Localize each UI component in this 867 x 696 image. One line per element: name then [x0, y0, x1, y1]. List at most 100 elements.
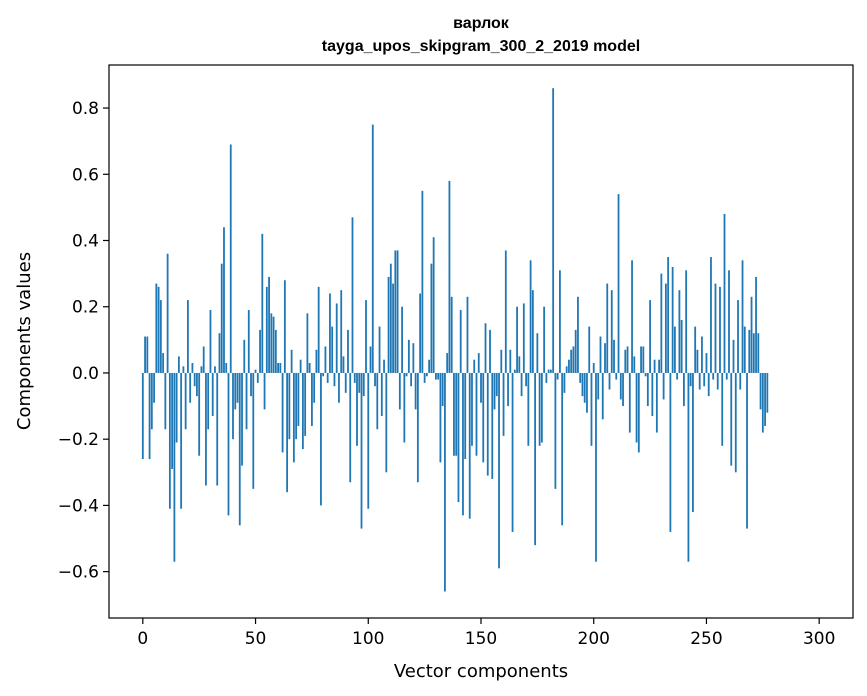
bar-229	[658, 359, 661, 373]
bar-255	[716, 372, 719, 390]
chart-subtitle: tayga_upos_skipgram_300_2_2019 model	[322, 38, 640, 55]
bar-234	[669, 372, 672, 532]
bar-9	[162, 353, 165, 373]
bar-72	[304, 372, 307, 436]
bar-35	[220, 263, 223, 373]
bar-277	[766, 372, 769, 413]
bar-100	[367, 372, 370, 509]
bar-164	[511, 372, 514, 532]
bar-206	[606, 283, 609, 373]
bar-272	[755, 276, 757, 373]
bar-230	[660, 273, 663, 373]
bar-27	[202, 346, 205, 373]
bar-212	[619, 372, 622, 400]
bar-127	[428, 359, 431, 373]
bar-236	[673, 326, 676, 373]
bar-13	[171, 372, 174, 469]
bar-125	[423, 372, 426, 383]
bar-30	[209, 310, 212, 373]
bar-68	[295, 372, 298, 440]
bar-29	[207, 372, 210, 430]
bar-18	[182, 366, 185, 373]
bar-233	[667, 257, 670, 373]
bar-85	[333, 372, 336, 387]
bar-51	[256, 372, 259, 383]
bar-187	[563, 372, 566, 393]
bar-39	[229, 144, 232, 373]
bar-259	[725, 372, 728, 380]
bar-159	[500, 349, 503, 373]
bar-268	[746, 372, 748, 529]
bar-275	[761, 372, 764, 433]
bar-44	[241, 372, 243, 466]
bar-250	[705, 353, 708, 373]
bar-177	[540, 372, 543, 443]
bar-48	[250, 372, 252, 397]
axes: 0 50 100 150 200 250 300 −0.6 −0.4 −0.2 0.0 0.2 0.4 0…	[58, 99, 836, 649]
bar-78	[317, 286, 320, 373]
bar-176	[538, 372, 541, 446]
bar-55	[265, 286, 268, 373]
bar-90	[344, 372, 347, 393]
bar-59	[274, 329, 277, 373]
bar-185	[559, 270, 561, 373]
bar-66	[290, 349, 293, 373]
bar-70	[299, 359, 302, 373]
x-tick-label: 100	[352, 629, 384, 649]
bar-136	[448, 180, 451, 373]
bar-121	[414, 372, 417, 410]
bar-49	[252, 372, 255, 489]
bar-161	[504, 250, 507, 373]
bar-3	[148, 372, 151, 460]
bar-134	[444, 372, 446, 592]
bar-114	[398, 372, 401, 410]
bar-165	[513, 369, 516, 373]
y-tick-label: 0.0	[72, 364, 99, 384]
bar-162	[507, 372, 509, 407]
bar-213	[622, 372, 624, 407]
bar-47	[247, 310, 250, 373]
bar-228	[655, 372, 658, 433]
bar-11	[166, 253, 169, 373]
y-tick-label: 0.2	[72, 298, 99, 318]
bar-15	[175, 372, 178, 443]
bar-215	[626, 346, 629, 373]
bar-274	[759, 372, 762, 410]
bar-94	[353, 372, 356, 383]
bar-119	[410, 372, 413, 387]
bar-191	[572, 346, 575, 373]
y-tick-label: 0.6	[72, 165, 99, 185]
bar-93	[351, 217, 354, 373]
bar-50	[254, 369, 257, 373]
bar-88	[340, 290, 343, 373]
bar-232	[664, 283, 667, 373]
bar-80	[322, 372, 325, 377]
bar-83	[329, 293, 331, 373]
bar-95	[356, 372, 358, 446]
bar-7	[157, 286, 160, 373]
chart-title: варлок	[453, 15, 510, 32]
bar-223	[644, 372, 647, 377]
bar-257	[721, 372, 724, 446]
bar-266	[741, 260, 744, 373]
bar-108	[385, 372, 388, 473]
bar-21	[189, 372, 192, 403]
bar-220	[637, 372, 640, 453]
bar-243	[689, 372, 692, 387]
bar-23	[193, 372, 196, 387]
bar-81	[324, 346, 327, 373]
bar-269	[748, 329, 751, 373]
bar-73	[306, 313, 309, 373]
bar-184	[556, 372, 559, 380]
bar-33	[216, 372, 219, 486]
bar-194	[579, 372, 582, 383]
bar-84	[331, 326, 334, 373]
x-tick-label: 250	[690, 629, 722, 649]
bar-101	[369, 346, 372, 373]
x-tick-label: 0	[137, 629, 148, 649]
bar-207	[608, 372, 611, 390]
bar-26	[200, 366, 203, 373]
bar-205	[604, 343, 606, 373]
bar-263	[734, 372, 737, 473]
bar-170	[525, 372, 527, 387]
